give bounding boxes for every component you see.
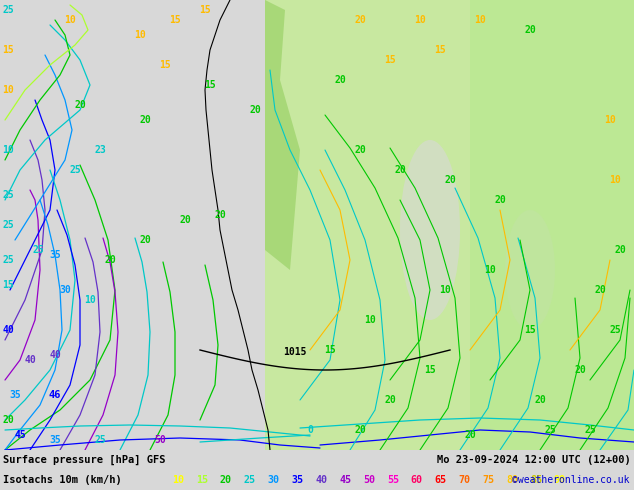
Text: 50: 50 [154,435,166,445]
Bar [0,0,265,450]
Text: 46: 46 [49,390,61,400]
Text: 55: 55 [387,475,399,485]
Text: 90: 90 [554,475,566,485]
Text: 10: 10 [2,85,14,95]
Text: 20: 20 [464,430,476,440]
Text: 15: 15 [424,365,436,375]
Text: 10: 10 [604,115,616,125]
Ellipse shape [400,140,460,320]
Text: 20: 20 [139,235,151,245]
Text: 15: 15 [524,325,536,335]
Text: 10: 10 [64,15,76,25]
Text: 25: 25 [94,435,106,445]
Text: 10: 10 [474,15,486,25]
Text: 30: 30 [268,475,280,485]
Text: 35: 35 [49,250,61,260]
Text: 25: 25 [69,165,81,175]
Text: 10: 10 [484,265,496,275]
Text: 40: 40 [49,350,61,360]
Text: 20: 20 [139,115,151,125]
Text: 60: 60 [411,475,423,485]
Text: 40: 40 [2,325,14,335]
Text: Surface pressure [hPa] GFS: Surface pressure [hPa] GFS [3,455,165,465]
Text: 10: 10 [134,30,146,40]
Text: 20: 20 [354,15,366,25]
Text: 20: 20 [179,215,191,225]
Text: 20: 20 [2,415,14,425]
Text: 0: 0 [307,425,313,435]
Text: 20: 20 [394,165,406,175]
Text: 20: 20 [444,175,456,185]
Text: 35: 35 [292,475,304,485]
Ellipse shape [505,210,555,330]
Text: 10: 10 [439,285,451,295]
Text: 40: 40 [315,475,327,485]
Text: 50: 50 [363,475,375,485]
Text: 25: 25 [2,5,14,15]
Text: 10: 10 [172,475,184,485]
Text: 10: 10 [414,15,426,25]
Text: 10: 10 [364,315,376,325]
Text: 85: 85 [530,475,542,485]
Text: 10: 10 [2,145,14,155]
Text: 20: 20 [524,25,536,35]
Text: 15: 15 [169,15,181,25]
Text: 80: 80 [507,475,518,485]
Text: 75: 75 [482,475,495,485]
Text: 25: 25 [2,190,14,200]
Bar [265,0,634,450]
Text: 10: 10 [84,295,96,305]
Text: 20: 20 [384,395,396,405]
Text: 25: 25 [243,475,256,485]
Text: 15: 15 [204,80,216,90]
Text: 40: 40 [24,355,36,365]
Text: 20: 20 [494,195,506,205]
Bar [470,0,634,450]
Text: Isotachs 10m (km/h): Isotachs 10m (km/h) [3,475,122,485]
Text: 15: 15 [196,475,208,485]
Text: 1015: 1015 [283,347,307,357]
Text: 23: 23 [94,145,106,155]
Text: 15: 15 [324,345,336,355]
Text: 20: 20 [104,255,116,265]
Text: 20: 20 [249,105,261,115]
Text: 45: 45 [339,475,351,485]
Text: ©weatheronline.co.uk: ©weatheronline.co.uk [512,475,629,485]
Text: 25: 25 [32,245,44,255]
Text: 15: 15 [199,5,211,15]
Text: 35: 35 [9,390,21,400]
Text: 20: 20 [354,145,366,155]
Text: 30: 30 [59,285,71,295]
Text: 20: 20 [574,365,586,375]
Text: 25: 25 [2,220,14,230]
Text: 35: 35 [49,435,61,445]
Text: 20: 20 [334,75,346,85]
Text: 70: 70 [458,475,470,485]
Polygon shape [265,0,300,270]
Text: 20: 20 [594,285,606,295]
Text: Mo 23-09-2024 12:00 UTC (12+00): Mo 23-09-2024 12:00 UTC (12+00) [437,455,631,465]
Text: 15: 15 [2,280,14,290]
Text: 20: 20 [354,425,366,435]
Text: 20: 20 [220,475,232,485]
Text: 20: 20 [614,245,626,255]
Text: 15: 15 [384,55,396,65]
Text: 25: 25 [544,425,556,435]
Text: 15: 15 [2,45,14,55]
Text: 20: 20 [74,100,86,110]
Text: 15: 15 [159,60,171,70]
Text: 20: 20 [534,395,546,405]
Text: 15: 15 [434,45,446,55]
Text: 25: 25 [609,325,621,335]
Text: 20: 20 [214,210,226,220]
Text: 45: 45 [14,430,26,440]
Text: 25: 25 [584,425,596,435]
Text: 10: 10 [609,175,621,185]
Text: 25: 25 [2,255,14,265]
Text: 65: 65 [435,475,446,485]
